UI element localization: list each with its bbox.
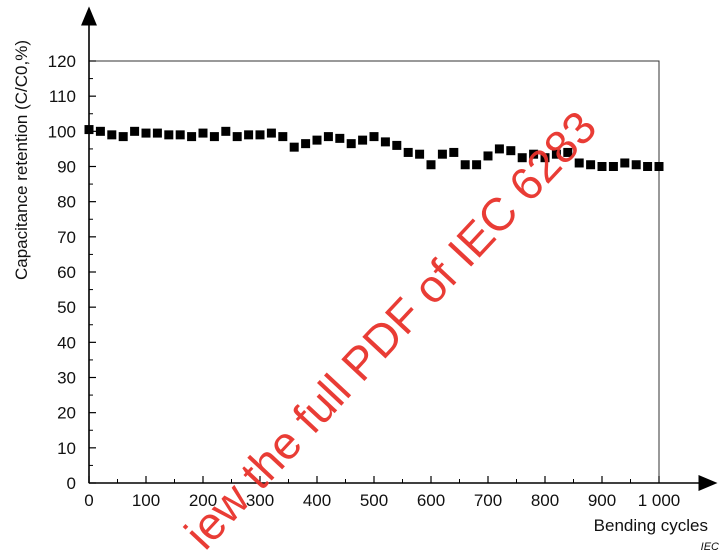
x-tick-label: 900 <box>588 491 616 510</box>
data-point <box>437 149 447 159</box>
data-point <box>494 144 504 154</box>
data-point <box>175 130 185 140</box>
data-point <box>266 128 276 138</box>
data-point <box>586 160 596 170</box>
data-point <box>574 158 584 168</box>
data-point <box>563 147 573 157</box>
data-point <box>130 126 140 136</box>
data-point <box>244 130 254 140</box>
iec-credit: IEC <box>701 541 719 553</box>
data-point <box>540 153 550 163</box>
x-tick-label: 600 <box>417 491 445 510</box>
data-point <box>620 158 630 168</box>
data-point <box>209 132 219 142</box>
data-point <box>643 162 653 171</box>
data-point <box>483 151 493 161</box>
y-tick-label: 10 <box>57 439 76 458</box>
data-points <box>84 125 664 171</box>
x-ticks: 0 100 200 300 400 500 600 700 800 900 1 000 <box>84 476 680 510</box>
y-tick-label: 80 <box>57 193 76 212</box>
x-tick-label: 700 <box>474 491 502 510</box>
data-point <box>107 130 117 140</box>
data-point <box>608 162 618 171</box>
data-point <box>517 153 527 163</box>
x-axis-title: Bending cycles <box>594 516 708 535</box>
data-point <box>346 139 356 149</box>
data-point <box>631 160 641 170</box>
y-tick-label: 40 <box>57 333 76 352</box>
y-tick-label: 90 <box>57 158 76 177</box>
y-ticks: 0 10 20 30 40 50 60 70 80 90 100 110 120 <box>48 52 96 493</box>
data-point <box>95 126 105 136</box>
data-point <box>415 149 425 159</box>
y-tick-label: 110 <box>49 87 76 106</box>
data-point <box>460 160 470 170</box>
y-tick-label: 100 <box>48 122 76 141</box>
y-tick-label: 50 <box>57 298 76 317</box>
data-point <box>323 132 333 142</box>
data-point <box>380 137 390 147</box>
data-point <box>449 147 459 157</box>
data-point <box>301 139 311 149</box>
data-point <box>289 142 299 152</box>
y-tick-label: 60 <box>57 263 76 282</box>
y-tick-label: 70 <box>57 228 76 247</box>
data-point <box>255 130 265 140</box>
data-point <box>506 146 516 156</box>
data-point <box>278 132 288 142</box>
data-point <box>597 162 607 171</box>
data-point <box>312 135 322 145</box>
data-point <box>232 132 242 142</box>
data-point <box>426 160 436 170</box>
data-point <box>84 125 94 135</box>
x-tick-label: 800 <box>531 491 559 510</box>
data-point <box>152 128 162 138</box>
x-tick-label: 1 000 <box>638 491 681 510</box>
data-point <box>358 135 368 145</box>
data-point <box>335 133 345 143</box>
data-point <box>654 162 664 171</box>
data-point <box>187 132 197 142</box>
y-tick-label: 20 <box>57 404 76 423</box>
x-tick-label: 0 <box>84 491 93 510</box>
x-tick-label: 400 <box>303 491 331 510</box>
data-point <box>403 147 413 157</box>
data-point <box>141 128 151 138</box>
data-point <box>529 149 539 159</box>
x-tick-label: 200 <box>189 491 217 510</box>
watermark-text: iew the full PDF of IEC 6283 <box>174 101 606 556</box>
data-point <box>392 140 402 150</box>
data-point <box>472 160 482 170</box>
y-tick-label: 0 <box>67 474 76 493</box>
data-point <box>118 132 128 142</box>
y-tick-label: 120 <box>48 52 76 71</box>
data-point <box>198 128 208 138</box>
data-point <box>164 130 174 140</box>
y-axis-title: Capacitance retention (C/C0,%) <box>12 40 31 280</box>
data-point <box>551 149 561 159</box>
data-point <box>221 126 231 136</box>
y-tick-label: 30 <box>57 369 76 388</box>
x-tick-label: 500 <box>360 491 388 510</box>
data-point <box>369 132 379 142</box>
x-tick-label: 100 <box>132 491 160 510</box>
x-tick-label: 300 <box>246 491 274 510</box>
